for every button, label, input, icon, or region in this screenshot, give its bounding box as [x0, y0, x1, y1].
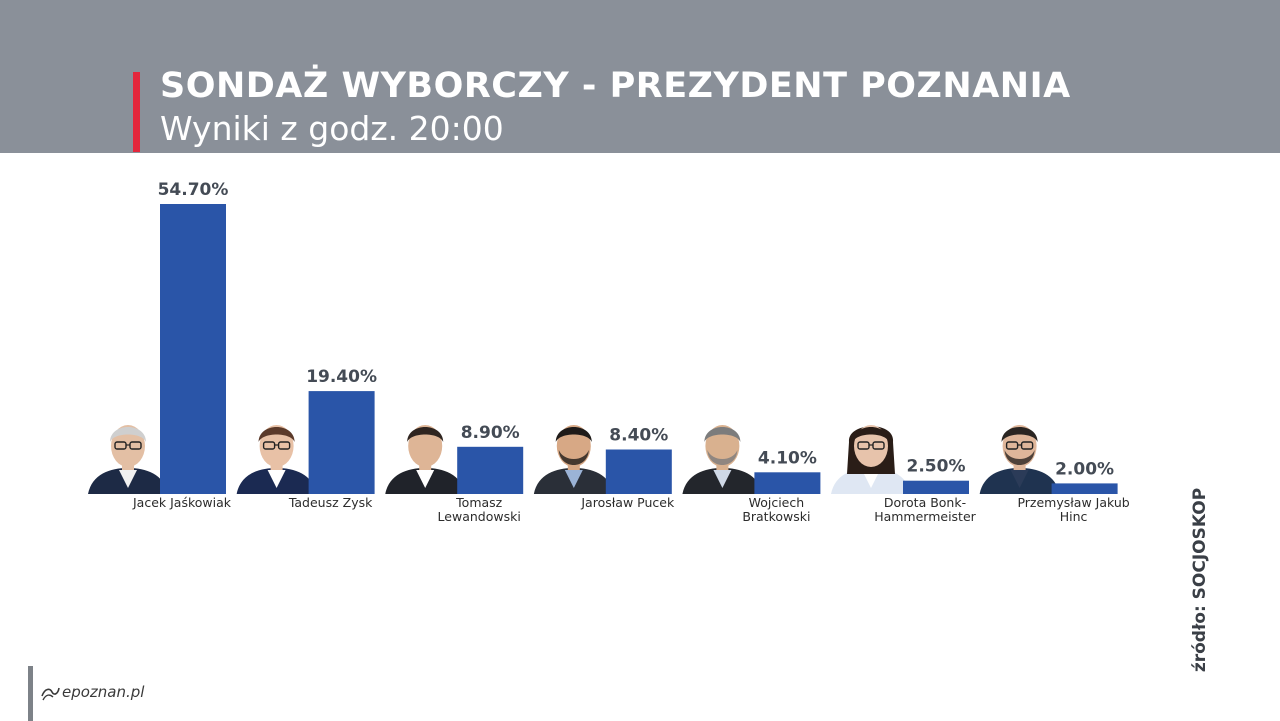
data-label: 4.10%	[758, 448, 817, 468]
candidate-photo	[88, 425, 168, 494]
category-label: Jarosław Pucek	[580, 495, 675, 510]
logo-divider	[28, 666, 33, 721]
category-label: Przemysław Jakub Hinc	[1017, 495, 1129, 524]
header-banner	[0, 0, 1280, 153]
category-label: Dorota Bonk-Hammermeister	[874, 495, 976, 524]
bar	[903, 480, 969, 494]
bar	[457, 446, 524, 494]
category-label: Jacek Jaśkowiak	[132, 495, 232, 510]
candidate-photo	[979, 425, 1060, 494]
epoznan-logo[interactable]: epoznan.pl	[40, 682, 144, 702]
logo-text: epoznan.pl	[62, 683, 145, 701]
chart-title: SONDAŻ WYBORCZY - PREZYDENT POZNANIA	[160, 66, 1071, 106]
chart-subtitle: Wyniki z godz. 20:00	[160, 109, 504, 148]
header-accent-bar	[133, 72, 140, 152]
bar	[605, 449, 672, 494]
candidate-photo	[385, 425, 466, 494]
data-label: 8.90%	[461, 423, 520, 443]
bar	[160, 204, 226, 494]
bar	[1051, 483, 1118, 494]
data-label: 19.40%	[306, 367, 377, 387]
candidate-photo	[831, 425, 911, 494]
bar	[754, 472, 821, 494]
data-label: 2.00%	[1055, 459, 1114, 479]
epoznan-logo-icon	[41, 687, 60, 701]
data-label: 2.50%	[907, 457, 966, 477]
candidate-photo	[682, 425, 763, 494]
candidate-photo	[236, 425, 317, 494]
data-label: 8.40%	[609, 426, 668, 446]
candidate-photo	[533, 425, 614, 494]
category-label: Wojciech Bratkowski	[742, 495, 810, 524]
category-label: Tadeusz Zysk	[288, 495, 373, 510]
category-label: Tomasz Lewandowski	[438, 495, 521, 524]
source-label: źródło: SOCJOSKOP	[1190, 487, 1210, 673]
bar	[308, 391, 375, 494]
data-label: 54.70%	[158, 180, 229, 200]
